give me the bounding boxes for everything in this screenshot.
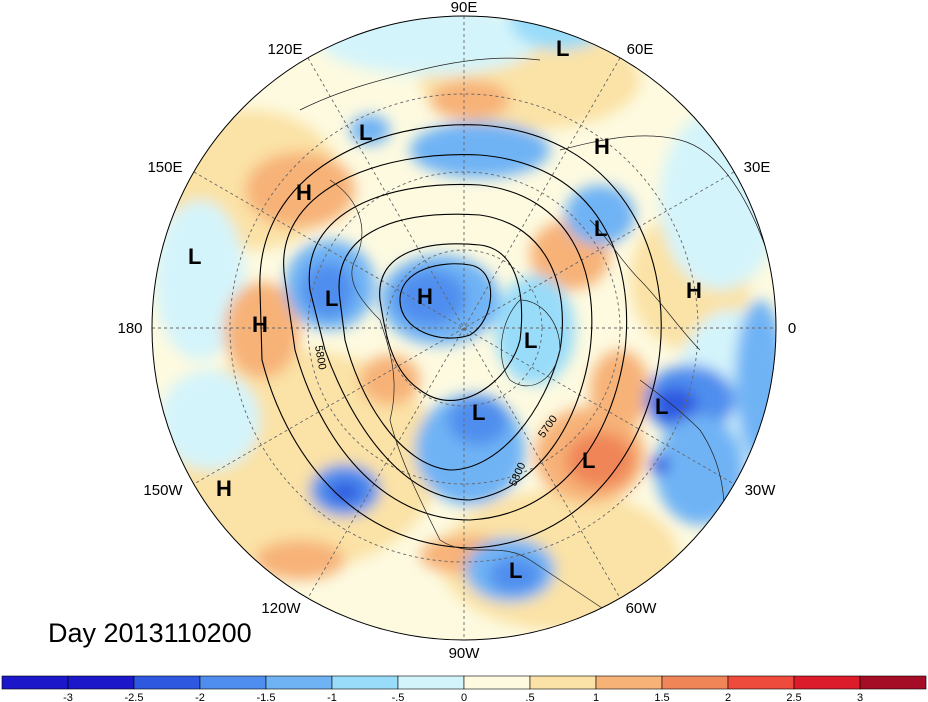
lon-label-30e: 30E [744,159,771,176]
colorbar-swatch [859,675,927,690]
colorbar-swatch [661,675,729,690]
lon-label-90e: 90E [451,0,478,16]
lon-label-0: 0 [788,320,796,337]
colorbar-swatch [331,675,399,690]
center-marker: H [216,476,232,501]
lon-label-150e: 150E [147,159,182,176]
center-marker: L [359,120,372,145]
lon-label-180: 180 [117,320,142,337]
coastlines [299,57,771,621]
colorbar-swatch [397,675,465,690]
center-marker: H [686,278,702,303]
center-marker: L [509,558,522,583]
colorbar-swatch [199,675,267,690]
colorbar-swatch [1,675,69,690]
center-marker: L [524,328,537,353]
colorbar-tick-label: -1 [327,692,337,702]
colorbar-swatch [595,675,663,690]
lon-label-150w: 150W [143,482,183,499]
lon-label-60w: 60W [626,600,658,617]
colorbar-tick-label: .5 [525,692,534,702]
center-marker: L [188,244,201,269]
colorbar-tick-label: -.5 [392,692,405,702]
colorbar-tick-label: -1.5 [257,692,276,702]
colorbar-tick-label: -2 [195,692,205,702]
center-marker: L [472,400,485,425]
colorbar-tick-label: 1.5 [654,692,669,702]
lon-label-30w: 30W [745,482,777,499]
lon-label-60e: 60E [627,41,654,58]
colorbar-tick-label: 3 [857,692,863,702]
colorbar-tick-label: -2.5 [125,692,144,702]
pressure-centers: L L H H L L H L H H L L L L H L [188,36,702,583]
center-marker: L [556,36,569,61]
center-marker: L [594,216,607,241]
center-marker: H [417,284,433,309]
colorbar-tick-label: 2.5 [786,692,801,702]
center-marker: H [252,312,268,337]
map-title: Day 2013110200 [48,618,252,648]
colorbar-tick-label: 2 [725,692,731,702]
colorbar-swatch [529,675,597,690]
anomaly-field [152,16,776,640]
center-marker: L [582,448,595,473]
center-marker: L [655,394,668,419]
colorbar-swatch [133,675,201,690]
lon-label-120e: 120E [267,41,302,58]
center-marker: H [296,180,312,205]
colorbar: -3 -2.5 -2 -1.5 -1 -.5 0 .5 1 1.5 2 2.5 3 [1,675,927,702]
longitude-labels: 90E 120E 60E 150E 30E 180 0 150W 30W 120… [117,0,796,662]
center-marker: L [325,286,338,311]
contour-label: 5800 [312,345,328,371]
colorbar-swatch [793,675,861,690]
center-marker: H [594,134,610,159]
colorbar-swatch [67,675,135,690]
colorbar-tick-label: -3 [63,692,73,702]
lon-label-90w: 90W [449,645,481,662]
colorbar-swatch [727,675,795,690]
lon-label-120w: 120W [261,600,301,617]
colorbar-swatch [463,675,531,690]
colorbar-tick-label: 0 [461,692,467,702]
colorbar-swatch [265,675,333,690]
colorbar-tick-label: 1 [593,692,599,702]
